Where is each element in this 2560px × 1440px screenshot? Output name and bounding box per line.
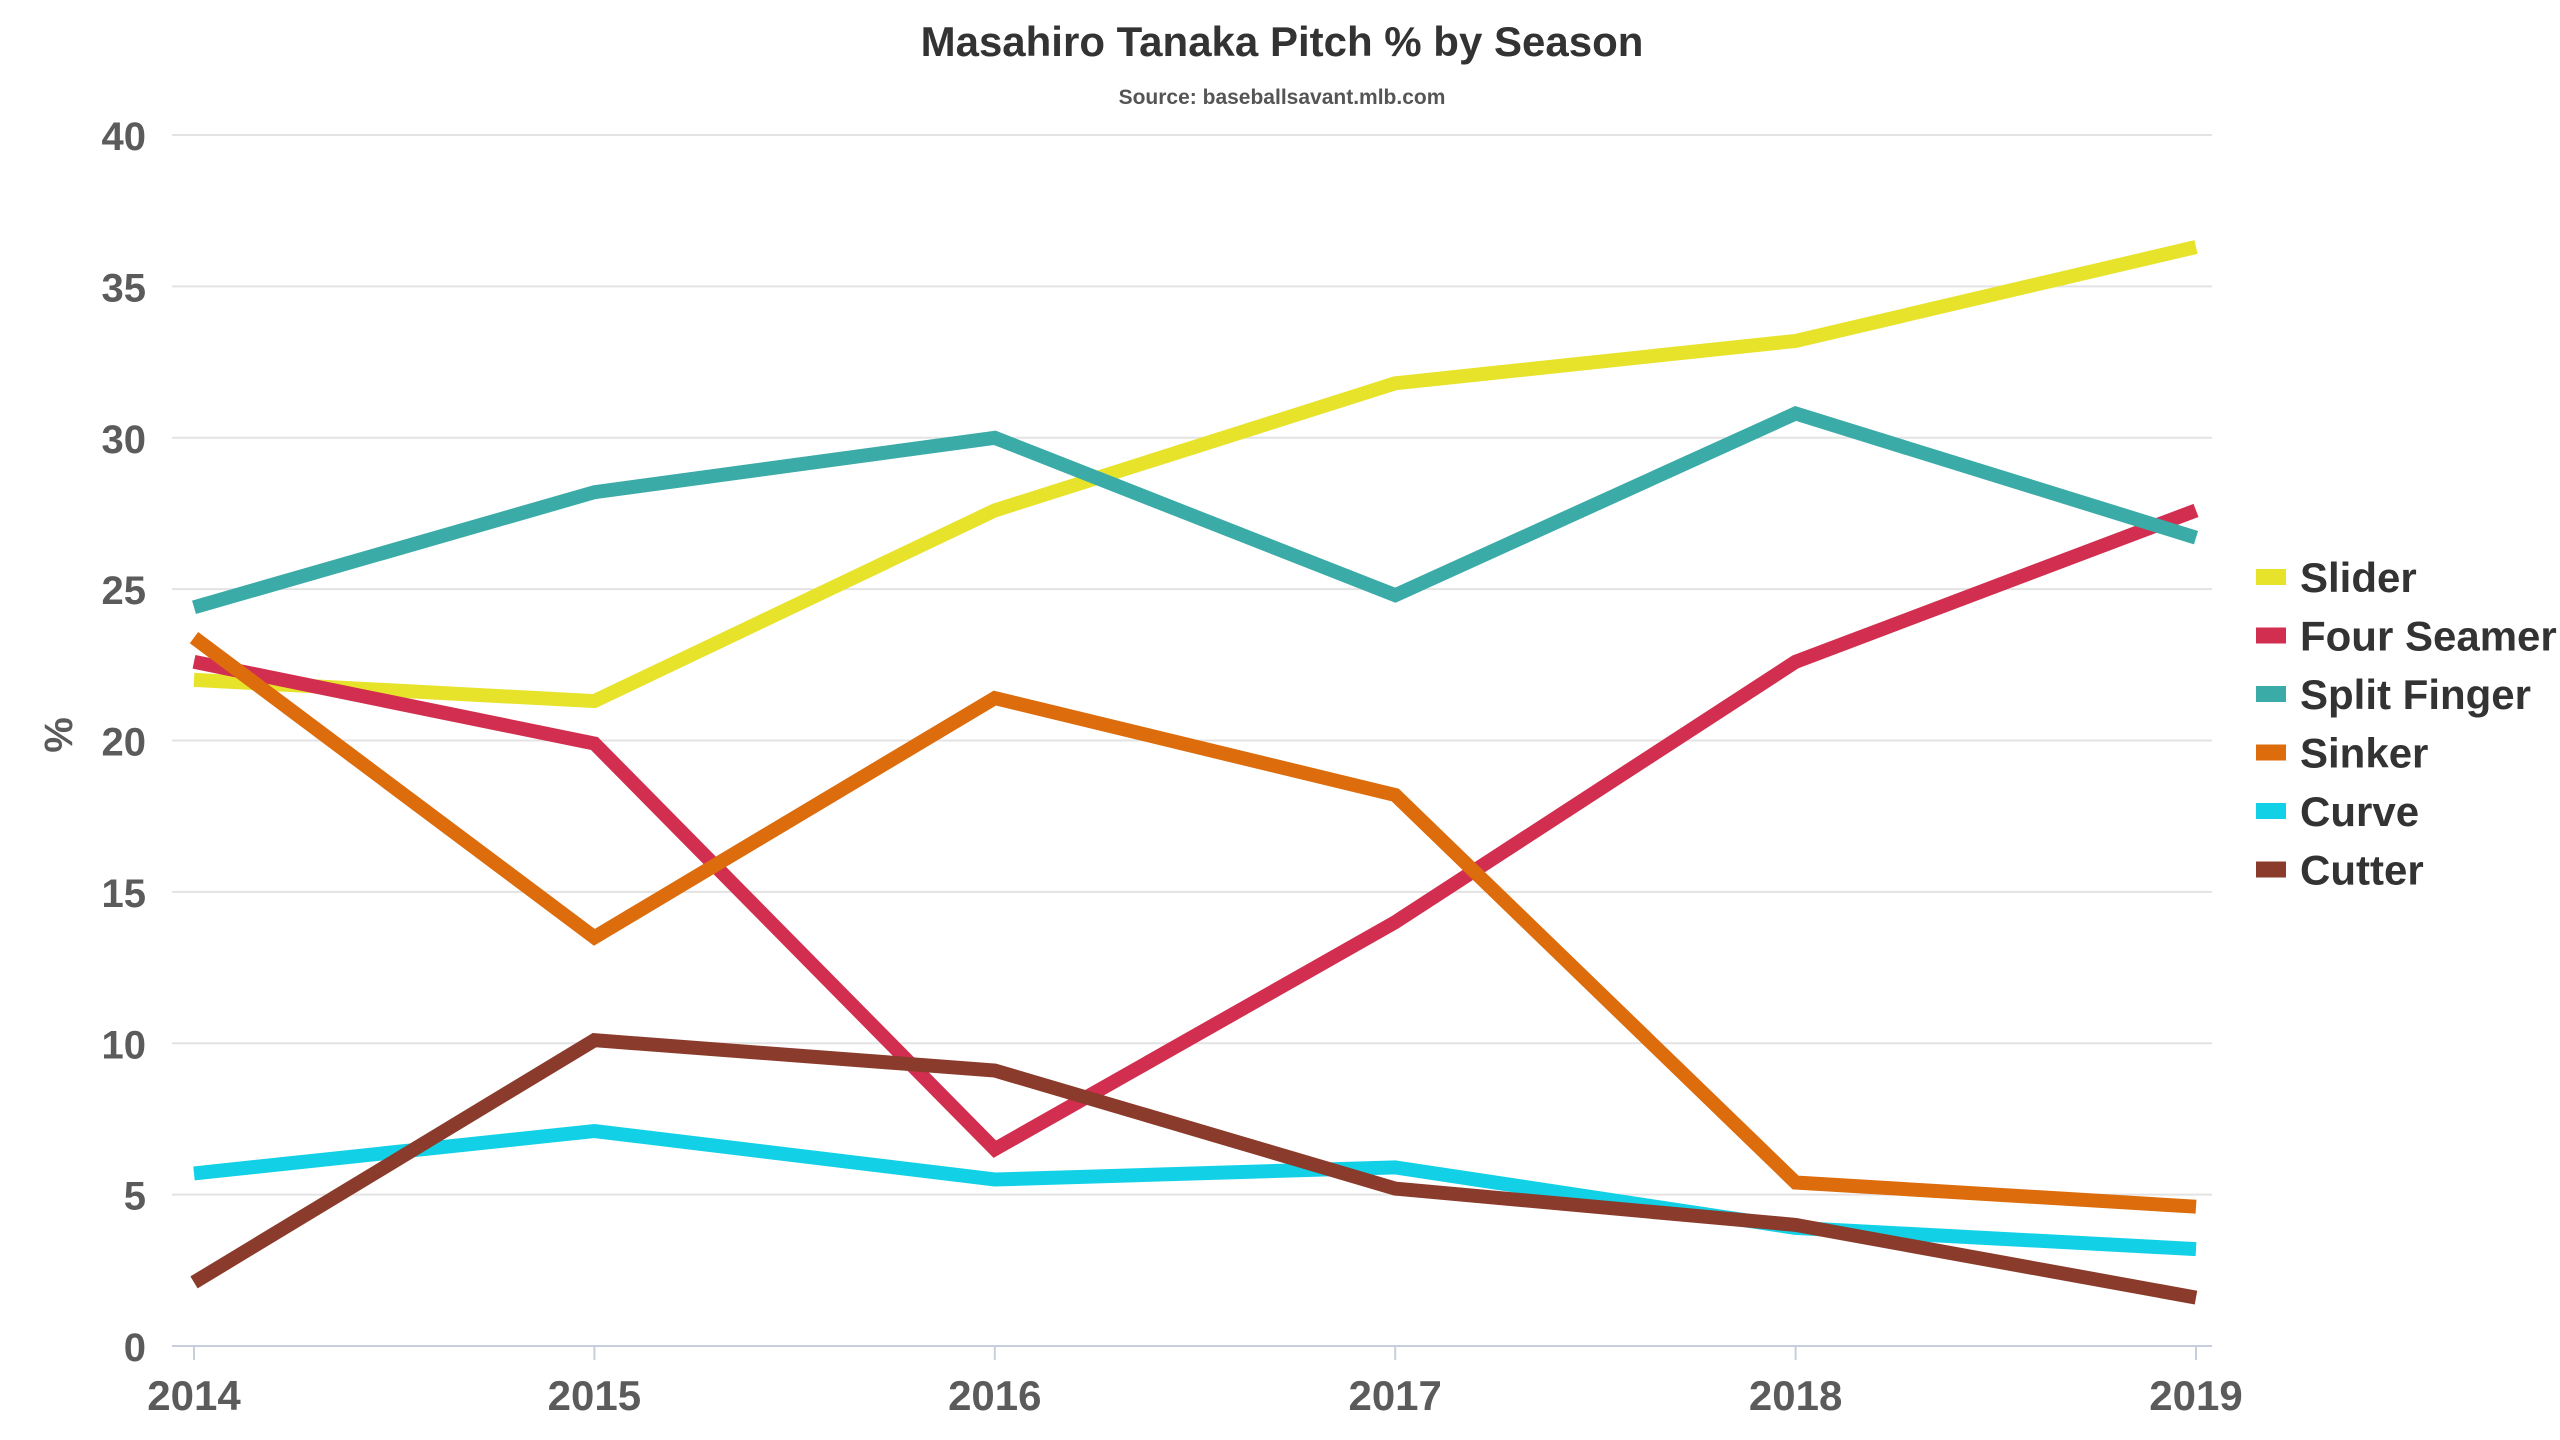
legend-label: Slider bbox=[2300, 554, 2417, 601]
series-line-split-finger bbox=[192, 406, 2199, 615]
legend-label: Cutter bbox=[2300, 847, 2424, 894]
y-tick-label: 30 bbox=[102, 418, 147, 462]
legend-item-sinker: Sinker bbox=[2256, 730, 2428, 777]
y-tick-label: 0 bbox=[124, 1326, 146, 1370]
x-tick-label: 2018 bbox=[1749, 1372, 1842, 1419]
legend-swatch bbox=[2256, 686, 2286, 702]
chart-title: Masahiro Tanaka Pitch % by Season bbox=[921, 18, 1644, 65]
y-axis-label: % bbox=[37, 717, 81, 753]
axes: 0 5 10 15 20 25 30 35 40 2014 2015 2016 2017 2018 2019 bbox=[102, 115, 2243, 1419]
series-line-cutter bbox=[190, 1033, 2198, 1305]
legend-label: Curve bbox=[2300, 788, 2419, 835]
series-line-sinker bbox=[189, 631, 2197, 1214]
legend: Slider Four Seamer Split Finger Sinker Curve… bbox=[2256, 554, 2557, 894]
chart-subtitle: Source: baseballsavant.mlb.com bbox=[1119, 86, 1446, 109]
x-tick-label: 2016 bbox=[948, 1372, 1041, 1419]
series-lines bbox=[189, 240, 2199, 1305]
x-tick-label: 2014 bbox=[147, 1372, 241, 1419]
x-tick-label: 2015 bbox=[548, 1372, 641, 1419]
y-tick-label: 10 bbox=[102, 1023, 147, 1067]
y-tick-label: 40 bbox=[102, 115, 147, 159]
y-tick-label: 5 bbox=[124, 1175, 146, 1219]
legend-item-curve: Curve bbox=[2256, 788, 2419, 835]
series-line-slider bbox=[193, 240, 2198, 709]
legend-label: Split Finger bbox=[2300, 671, 2531, 718]
x-tick-label: 2019 bbox=[2149, 1372, 2242, 1419]
y-tick-label: 15 bbox=[102, 872, 147, 916]
series-line-four-seamer bbox=[192, 503, 2199, 1158]
legend-item-split-finger: Split Finger bbox=[2256, 671, 2531, 718]
legend-label: Four Seamer bbox=[2300, 613, 2557, 660]
y-tick-label: 35 bbox=[102, 266, 147, 310]
legend-swatch bbox=[2256, 569, 2286, 585]
y-tick-label: 20 bbox=[102, 721, 147, 765]
legend-label: Sinker bbox=[2300, 730, 2428, 777]
legend-item-slider: Slider bbox=[2256, 554, 2417, 601]
legend-item-four-seamer: Four Seamer bbox=[2256, 613, 2557, 660]
legend-swatch bbox=[2256, 861, 2286, 878]
legend-item-cutter: Cutter bbox=[2256, 847, 2424, 894]
legend-swatch bbox=[2256, 803, 2286, 819]
x-tick-label: 2017 bbox=[1348, 1372, 1441, 1419]
legend-swatch bbox=[2256, 744, 2286, 761]
grid-lines bbox=[172, 134, 2212, 1196]
y-tick-label: 25 bbox=[102, 569, 147, 613]
legend-swatch bbox=[2256, 627, 2286, 644]
